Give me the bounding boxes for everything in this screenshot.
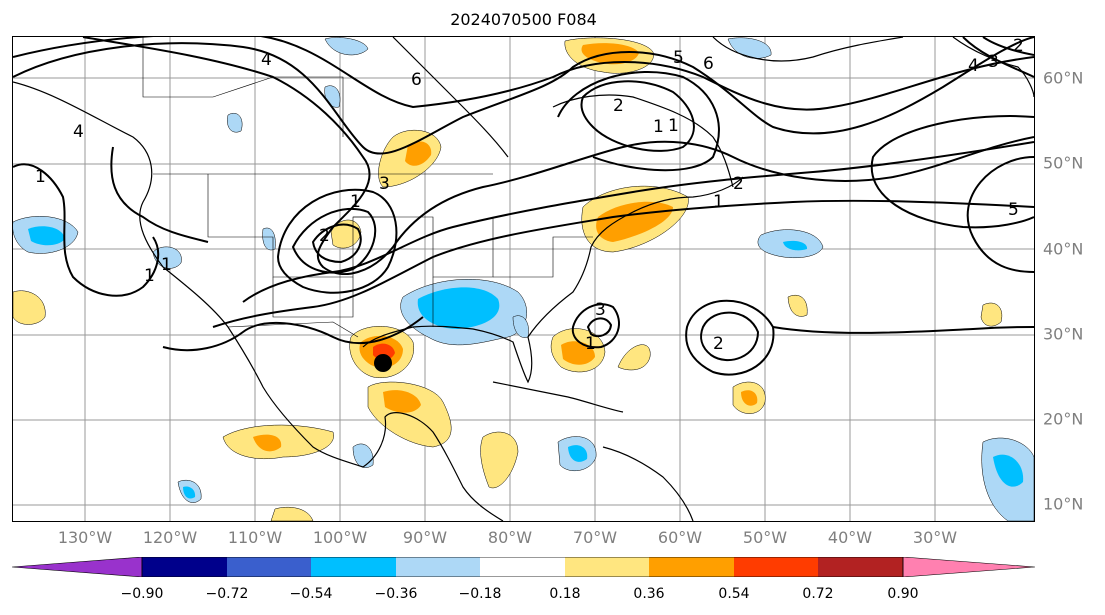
contour-label: 2 [319, 226, 330, 246]
contour-label: 6 [411, 70, 422, 90]
colorbar [12, 557, 1035, 577]
storm-center-marker [374, 354, 392, 372]
lon-label: 100°W [312, 528, 368, 547]
contour-label: 3 [379, 174, 390, 194]
graticule [13, 37, 1034, 521]
contour-label: 5 [1008, 200, 1019, 220]
contour-label: 3 [988, 52, 999, 72]
lat-label: 10°N [1043, 494, 1084, 514]
colorbar-tick-label: 0.18 [549, 586, 581, 602]
colorbar-tick-label: −0.72 [205, 586, 249, 602]
lat-label: 40°N [1043, 239, 1084, 259]
colorbar-segment [396, 557, 480, 577]
map-panel: 4 6 5 6 4 3 2 1 1 3 1 2 1 5 3 1 1 2 4 1 … [12, 36, 1035, 522]
colorbar-segment [818, 557, 903, 577]
contour-label: 1 [144, 266, 155, 286]
lon-label: 60°W [657, 528, 703, 547]
lon-label: 130°W [57, 528, 113, 547]
contour-label: 1 [668, 116, 679, 136]
lon-label: 120°W [142, 528, 198, 547]
contour-lines [13, 37, 1034, 376]
colorbar-tick-label: −0.18 [458, 586, 502, 602]
colorbar-tick-label: 0.72 [802, 586, 834, 602]
colorbar-segment [565, 557, 649, 577]
map-title: 2024070500 F084 [450, 10, 597, 29]
lat-label: 60°N [1043, 68, 1084, 88]
colorbar-segment [649, 557, 734, 577]
lat-label: 50°N [1043, 153, 1084, 173]
contour-label: 1 [161, 255, 172, 275]
contour-label: 4 [968, 56, 979, 76]
contour-label: 2 [1013, 37, 1024, 56]
lat-label: 20°N [1043, 409, 1084, 429]
colorbar-tick-label: −0.90 [120, 586, 164, 602]
colorbar-extend-low [12, 557, 143, 577]
contour-label: 2 [613, 96, 624, 116]
lon-label: 40°W [827, 528, 873, 547]
lat-label: 30°N [1043, 324, 1084, 344]
colorbar-segment [734, 557, 818, 577]
contour-label: 6 [703, 54, 714, 74]
contour-label: 1 [653, 117, 664, 137]
contour-label: 5 [673, 48, 684, 68]
political-borders [142, 37, 593, 338]
lon-label: 50°W [742, 528, 788, 547]
colorbar-segment [227, 557, 311, 577]
contour-label: 1 [350, 192, 361, 212]
colorbar-tick-label: 0.54 [718, 586, 750, 602]
colorbar-tick-label: −0.54 [289, 586, 333, 602]
contour-label: 1 [585, 334, 596, 354]
contour-label-group: 4 6 5 6 4 3 2 1 1 3 1 2 1 5 3 1 1 2 4 1 … [35, 37, 1024, 354]
colorbar-tick-label: 0.90 [887, 586, 919, 602]
contour-label: 1 [713, 192, 724, 212]
lon-label: 70°W [572, 528, 618, 547]
colorbar-tick-label: 0.36 [633, 586, 665, 602]
negative-anomaly-fills [13, 37, 1034, 521]
colorbar-segment [311, 557, 396, 577]
contour-label: 1 [35, 167, 46, 187]
lon-label: 90°W [402, 528, 448, 547]
coastlines [13, 37, 1034, 521]
lon-label: 30°W [912, 528, 958, 547]
contour-label: 3 [595, 300, 606, 320]
contour-label: 4 [261, 50, 272, 70]
colorbar-tick-label: −0.36 [374, 586, 418, 602]
colorbar-segment [480, 557, 565, 577]
colorbar-extend-high [902, 557, 1035, 577]
colorbar-segment [142, 557, 227, 577]
contour-label: 2 [733, 174, 744, 194]
positive-anomaly-fills [13, 37, 1003, 521]
lon-label: 110°W [227, 528, 283, 547]
contour-label: 4 [73, 122, 84, 142]
contour-label: 2 [713, 334, 724, 354]
lon-label: 80°W [487, 528, 533, 547]
